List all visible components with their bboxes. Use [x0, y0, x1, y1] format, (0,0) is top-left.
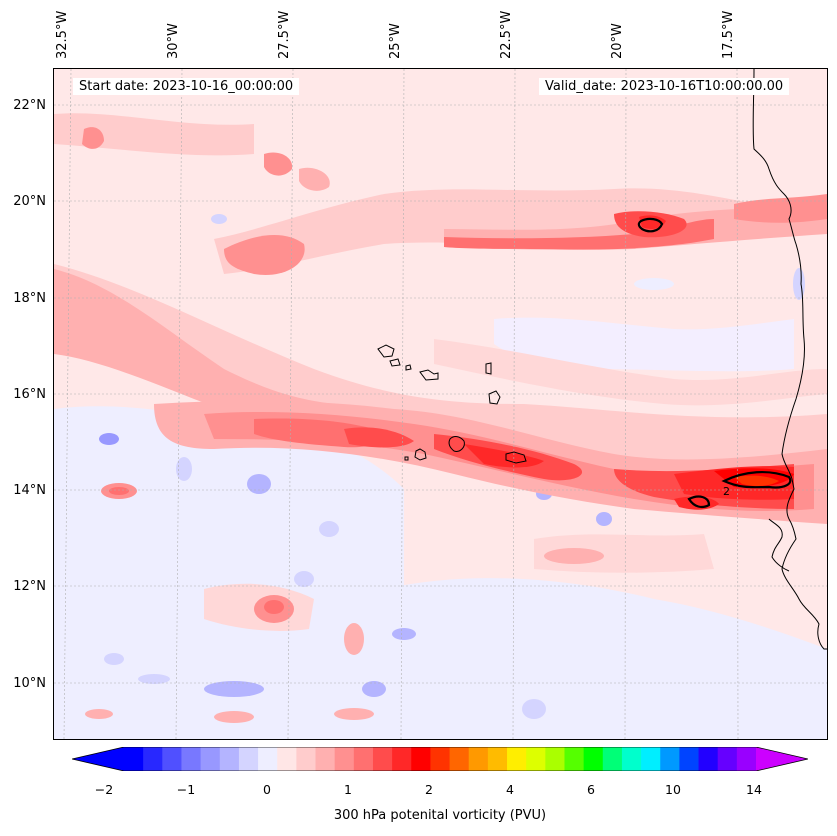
colorbar-tick-neg1: −1 — [176, 782, 196, 797]
colorbar-extend-high — [756, 747, 808, 771]
colorbar-swatch — [468, 747, 489, 771]
lon-label-27-5w: 27.5°W — [277, 10, 292, 59]
colorbar-tick-10: 10 — [665, 782, 681, 797]
lat-label-22n: 22°N — [13, 98, 46, 113]
colorbar-swatch — [258, 747, 278, 771]
colorbar-swatch — [124, 747, 144, 771]
colorbar-swatch — [717, 747, 738, 771]
colorbar-swatch — [411, 747, 431, 771]
colorbar-swatch — [545, 747, 565, 771]
lat-lon-grid — [54, 69, 827, 739]
colorbar-swatch — [526, 747, 546, 771]
colorbar-swatch — [296, 747, 317, 771]
coastline — [752, 69, 827, 650]
lon-label-17-5w: 17.5°W — [721, 10, 736, 59]
lat-label-12n: 12°N — [13, 579, 46, 594]
strong-pv-band — [154, 400, 827, 524]
colorbar-swatch — [487, 747, 508, 771]
pv-2-contour — [637, 217, 792, 509]
colorbar-extend-low — [72, 747, 124, 771]
colorbar-swatch — [660, 747, 680, 771]
map-panel: 2 — [53, 68, 828, 740]
colorbar — [72, 747, 808, 771]
lon-label-32-5w: 32.5°W — [55, 10, 70, 59]
contour-label-2: 2 — [723, 485, 730, 498]
islands — [377, 344, 527, 464]
lon-label-22-5w: 22.5°W — [499, 10, 514, 59]
colorbar-swatch — [392, 747, 412, 771]
lon-label-25w: 25°W — [388, 23, 403, 59]
colorbar-tick-2: 2 — [425, 782, 433, 797]
colorbar-swatch — [449, 747, 470, 771]
pv-contour-field: 2 — [54, 69, 827, 739]
colorbar-tick-0: 0 — [263, 782, 271, 797]
colorbar-swatch — [238, 747, 259, 771]
colorbar-swatch — [583, 747, 604, 771]
lon-label-30w: 30°W — [166, 23, 181, 59]
isolated-pv-maxima — [85, 483, 604, 723]
colorbar-swatch — [679, 747, 700, 771]
colorbar-tick-1: 1 — [344, 782, 352, 797]
colorbar-swatch — [602, 747, 623, 771]
colorbar-label: 300 hPa potenital vorticity (PVU) — [333, 808, 547, 823]
colorbar-tick-14: 14 — [746, 782, 762, 797]
colorbar-swatch — [353, 747, 374, 771]
valid-date-label: Valid_date: 2023-10-16T10:00:00.00 — [539, 78, 790, 95]
lat-label-20n: 20°N — [13, 194, 46, 209]
negative-pv-regions — [54, 214, 827, 739]
lon-label-20w: 20°W — [610, 23, 625, 59]
colorbar-swatch — [507, 747, 527, 771]
colorbar-swatch — [200, 747, 221, 771]
colorbar-swatch — [181, 747, 202, 771]
colorbar-swatch — [219, 747, 240, 771]
colorbar-swatch — [372, 747, 393, 771]
colorbar-swatch — [277, 747, 297, 771]
lat-label-10n: 10°N — [13, 676, 46, 691]
colorbar-swatch — [430, 747, 451, 771]
colorbar-swatch — [698, 747, 719, 771]
start-date-label: Start date: 2023-10-16_00:00:00 — [73, 78, 300, 95]
colorbar-tick-6: 6 — [587, 782, 595, 797]
colorbar-swatch — [315, 747, 336, 771]
colorbar-swatch — [641, 747, 661, 771]
colorbar-swatch — [334, 747, 355, 771]
colorbar-swatch — [621, 747, 642, 771]
colorbar-swatch — [564, 747, 585, 771]
lat-label-18n: 18°N — [13, 291, 46, 306]
colorbar-swatch — [736, 747, 757, 771]
colorbar-swatch — [143, 747, 163, 771]
colorbar-tick-neg2: −2 — [94, 782, 114, 797]
colorbar-swatch — [162, 747, 182, 771]
lat-label-16n: 16°N — [13, 387, 46, 402]
lat-label-14n: 14°N — [13, 483, 46, 498]
colorbar-tick-4: 4 — [506, 782, 514, 797]
mid-pv-bands — [54, 127, 827, 429]
